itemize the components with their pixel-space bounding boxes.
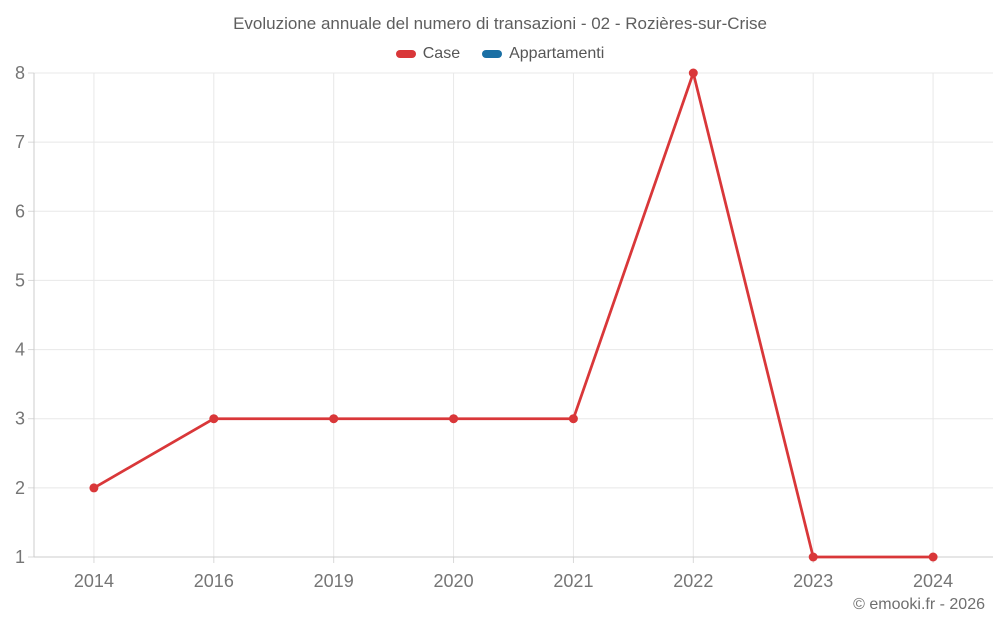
y-axis-label: 5 [15, 270, 25, 290]
y-axis-label: 4 [15, 340, 25, 360]
x-axis-label: 2022 [673, 571, 713, 591]
x-axis-label: 2016 [194, 571, 234, 591]
data-point-case[interactable] [89, 483, 99, 493]
data-point-case[interactable] [928, 552, 938, 562]
y-axis-label: 7 [15, 132, 25, 152]
legend: Case Appartamenti [0, 45, 1000, 63]
y-axis-label: 2 [15, 478, 25, 498]
data-point-case[interactable] [209, 414, 219, 424]
data-point-case[interactable] [688, 68, 698, 78]
data-point-case[interactable] [449, 414, 459, 424]
legend-item-case[interactable]: Case [395, 45, 461, 63]
series-line-case [92, 71, 935, 559]
legend-label-appartamenti: Appartamenti [509, 45, 605, 62]
legend-label-case: Case [422, 45, 461, 62]
legend-item-appartamenti[interactable]: Appartamenti [482, 45, 604, 63]
x-axis-label: 2020 [434, 571, 474, 591]
x-axis-label: 2024 [913, 571, 953, 591]
x-axis-label: 2021 [553, 571, 593, 591]
copyright-text: © emooki.fr - 2026 [853, 596, 985, 613]
x-axis-label: 2019 [314, 571, 354, 591]
y-axis-label: 8 [15, 63, 25, 83]
y-axis-label: 3 [15, 409, 25, 429]
data-point-case[interactable] [329, 414, 339, 424]
data-point-case[interactable] [808, 552, 818, 562]
case-series-swatch-icon [395, 50, 416, 58]
y-axis-label: 6 [15, 201, 25, 221]
data-point-case[interactable] [568, 414, 578, 424]
appartamenti-series-swatch-icon [482, 50, 503, 58]
x-axis-label: 2014 [74, 571, 114, 591]
x-axis-label: 2023 [793, 571, 833, 591]
y-axis-label: 1 [15, 547, 25, 567]
chart-title: Evoluzione annuale del numero di transaz… [233, 14, 767, 33]
